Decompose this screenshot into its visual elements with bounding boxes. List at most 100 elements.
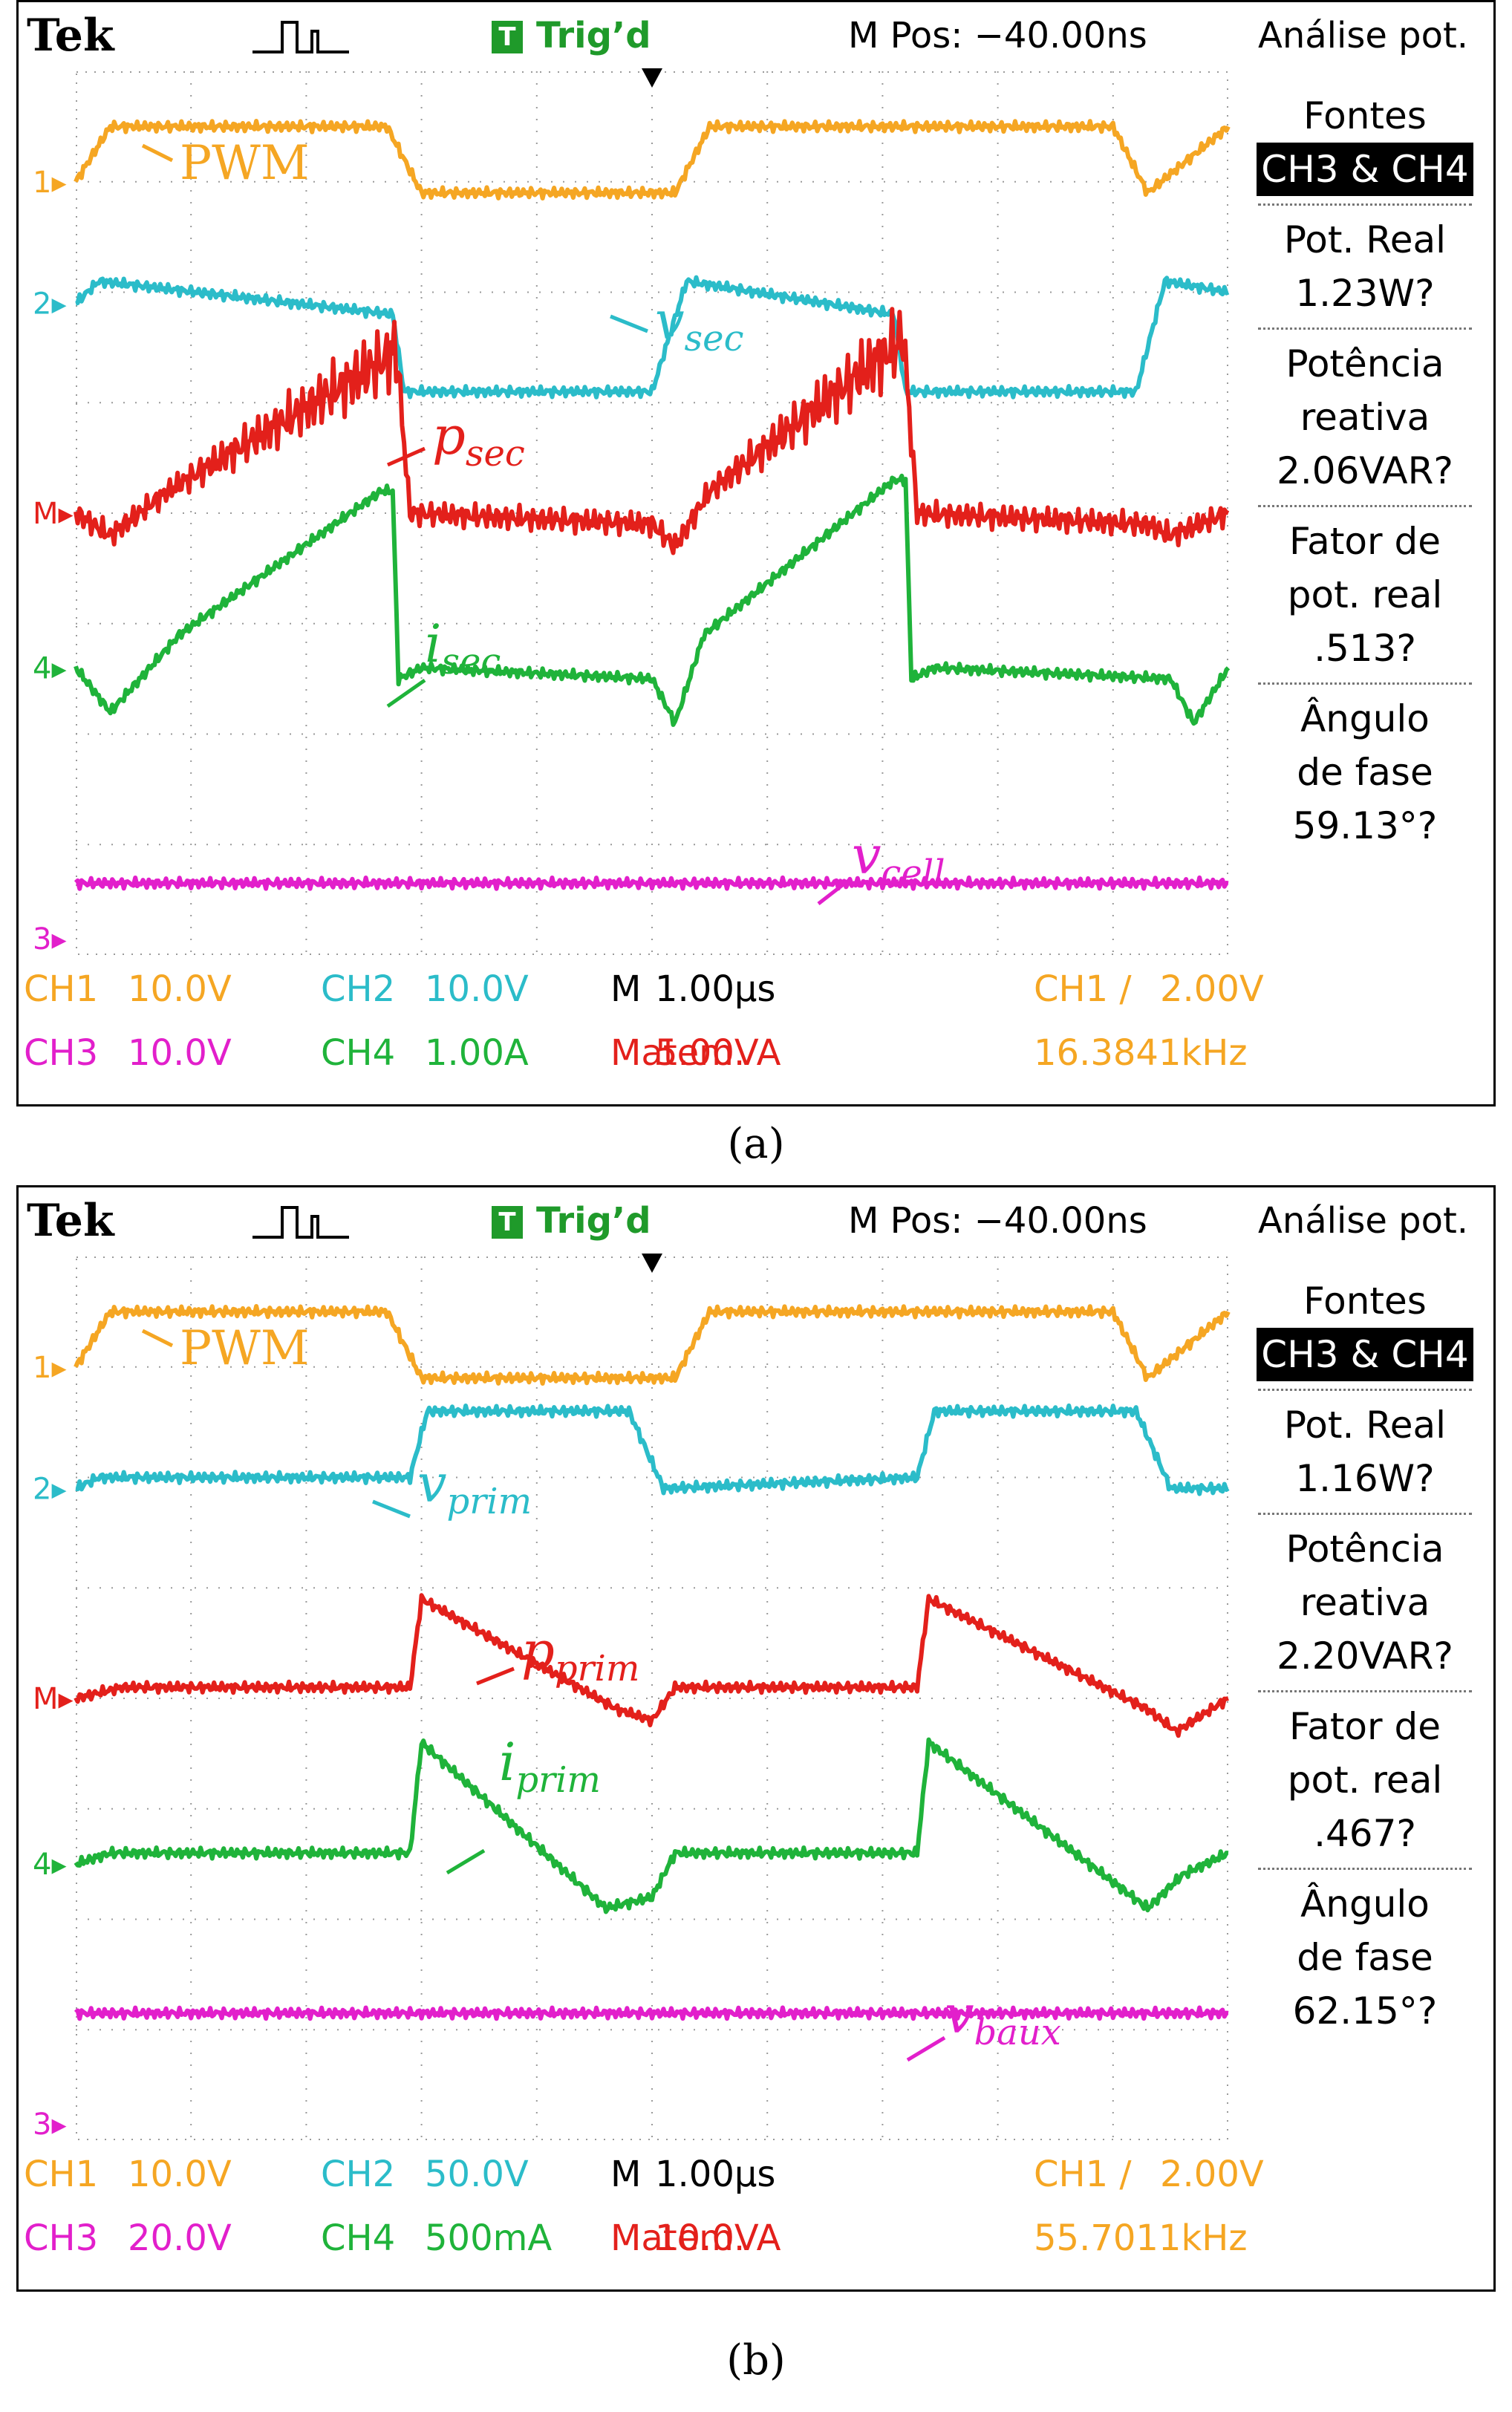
trace-label-v: vprim <box>417 1453 532 1522</box>
trace-label-pwm: PWM <box>180 136 309 191</box>
separator <box>1258 1513 1472 1515</box>
label-leader <box>141 1329 174 1348</box>
label-main: i <box>499 1732 515 1793</box>
trace-PWM <box>74 119 1231 201</box>
footer-channel: Matem. <box>610 1032 746 1074</box>
measurement-line: 62.15°? <box>1292 1989 1438 2033</box>
measurement-item: Fontes CH3 & CH4 <box>1249 1274 1481 1381</box>
label-leader <box>476 1666 515 1686</box>
trace-iprim <box>74 1737 1229 1914</box>
channel-settings: CH1 10.0V CH2 10.0V M 1.00µs CH1 ∕ 2.00V CH3 10.0… <box>16 962 1496 1104</box>
measurement-line: Pot. Real <box>1283 218 1447 261</box>
measurement-line: Fator de <box>1289 520 1441 563</box>
m-pos: M Pos: −40.00ns <box>848 1200 1147 1242</box>
footer-value: 500mA <box>425 2217 553 2259</box>
channel-marker: 1▸ <box>33 166 67 200</box>
trace-vprim <box>75 1403 1230 1496</box>
footer-channel: M <box>610 2154 642 2195</box>
channel-marker: 1▸ <box>33 1351 67 1385</box>
label-leader <box>446 1848 486 1875</box>
measurement-line: 2.20VAR? <box>1277 1634 1453 1678</box>
separator <box>1258 1868 1472 1870</box>
trace-label-pwm: PWM <box>180 1321 309 1376</box>
footer-value: 1.00µs <box>655 968 776 1010</box>
measurement-line: reativa <box>1300 1581 1430 1624</box>
trace-vcell <box>74 875 1229 891</box>
trigger-status: Trig’d <box>536 1200 651 1242</box>
label-sub: prim <box>555 1648 640 1689</box>
label-sub: sec <box>685 318 744 359</box>
channel-marker: 2▸ <box>33 287 67 321</box>
measurement-item: Ângulo de fase 62.15°? <box>1249 1877 1481 2038</box>
measurement-line: pot. real <box>1287 573 1443 616</box>
footer-channel: CH1 ∕ <box>1034 968 1132 1010</box>
footer-value: 2.00V <box>1160 968 1264 1010</box>
measurement-line: 2.06VAR? <box>1277 449 1453 492</box>
label-leader <box>906 2035 946 2062</box>
label-leader <box>817 879 850 905</box>
pulse-icon <box>252 21 349 53</box>
panel-border <box>16 1185 1496 2292</box>
separator <box>1258 1389 1472 1391</box>
channel-marker: 3▸ <box>33 922 67 956</box>
separator <box>1258 203 1472 206</box>
label-leader <box>141 143 174 163</box>
footer-value: 50.0V <box>425 2154 529 2195</box>
measurement-item: Potência reativa 2.20VAR? <box>1249 1522 1481 1683</box>
pulse-icon <box>252 1206 349 1239</box>
trace-label-vb: vbaux <box>945 1984 1061 2053</box>
label-main: v <box>417 1453 447 1514</box>
label-leader <box>386 678 426 708</box>
trace-isec <box>74 473 1231 727</box>
waveform-screen: 1▸ 2▸ M▸ 4▸ 3▸ PWM vsec psec isec vcell <box>33 68 1231 956</box>
label-main: v <box>852 825 882 886</box>
channel-marker: 3▸ <box>33 2108 67 2142</box>
measurement-line: 59.13°? <box>1292 804 1438 847</box>
trace-psec <box>74 307 1230 555</box>
footer-value: 5.00VA <box>655 1032 781 1074</box>
trigger-position-icon <box>642 68 662 88</box>
channel-settings: CH1 10.0V CH2 50.0V M 1.00µs CH1 ∕ 2.00V CH3 20.0… <box>16 2148 1496 2289</box>
label-sub: sec <box>441 641 501 682</box>
caption-b: (b) <box>726 2336 786 2385</box>
measurement-item: Pot. Real 1.23W? <box>1249 213 1481 320</box>
label-leader <box>610 314 648 333</box>
footer-value: 20.0V <box>128 2217 232 2259</box>
panel-border <box>16 0 1496 1106</box>
trace-pprim <box>74 1593 1229 1738</box>
label-sub: sec <box>466 433 525 475</box>
footer-channel: CH4 <box>321 2217 396 2259</box>
label-main: p <box>432 405 466 466</box>
measurement-line: de fase <box>1297 1936 1433 1979</box>
channel-marker: 2▸ <box>33 1472 67 1506</box>
mode-label: Análise pot. <box>1258 1200 1469 1242</box>
trigger-icon: T <box>492 21 523 53</box>
label-sub: prim <box>447 1481 532 1522</box>
trace-label-p: pprim <box>521 1620 639 1689</box>
measurement-line: Ângulo <box>1300 697 1430 740</box>
separator <box>1258 505 1472 507</box>
measurement-line: Fator de <box>1289 1705 1441 1748</box>
source-highlight: CH3 & CH4 <box>1257 143 1473 196</box>
trace-label-vb: vcell <box>852 825 945 894</box>
measurement-line: Potência <box>1285 1528 1444 1571</box>
measurement-panel: Fontes CH3 & CH4 Pot. Real 1.16W? Potência re… <box>1249 1274 1481 2038</box>
channel-marker: 4▸ <box>33 651 67 685</box>
footer-value: 10.0V <box>128 1032 232 1074</box>
footer-value: 10.0V <box>128 2154 232 2195</box>
measurement-line: reativa <box>1300 396 1430 439</box>
trigger-position-icon <box>642 1254 662 1273</box>
footer-channel: CH4 <box>321 1032 396 1074</box>
label-sub: cell <box>882 853 945 894</box>
channel-marker: M▸ <box>33 497 74 531</box>
measurement-item: Fator de pot. real .513? <box>1249 515 1481 675</box>
measurement-line: Ângulo <box>1300 1883 1430 1926</box>
measurement-item: Pot. Real 1.16W? <box>1249 1398 1481 1505</box>
measurement-line: .513? <box>1314 627 1416 670</box>
measurement-line: 1.23W? <box>1295 272 1435 315</box>
label-sub: prim <box>515 1759 601 1801</box>
footer-channel: Matem. <box>610 2217 746 2259</box>
separator <box>1258 682 1472 685</box>
footer-channel: M <box>610 968 642 1010</box>
brand-label: Tek <box>27 1195 114 1247</box>
